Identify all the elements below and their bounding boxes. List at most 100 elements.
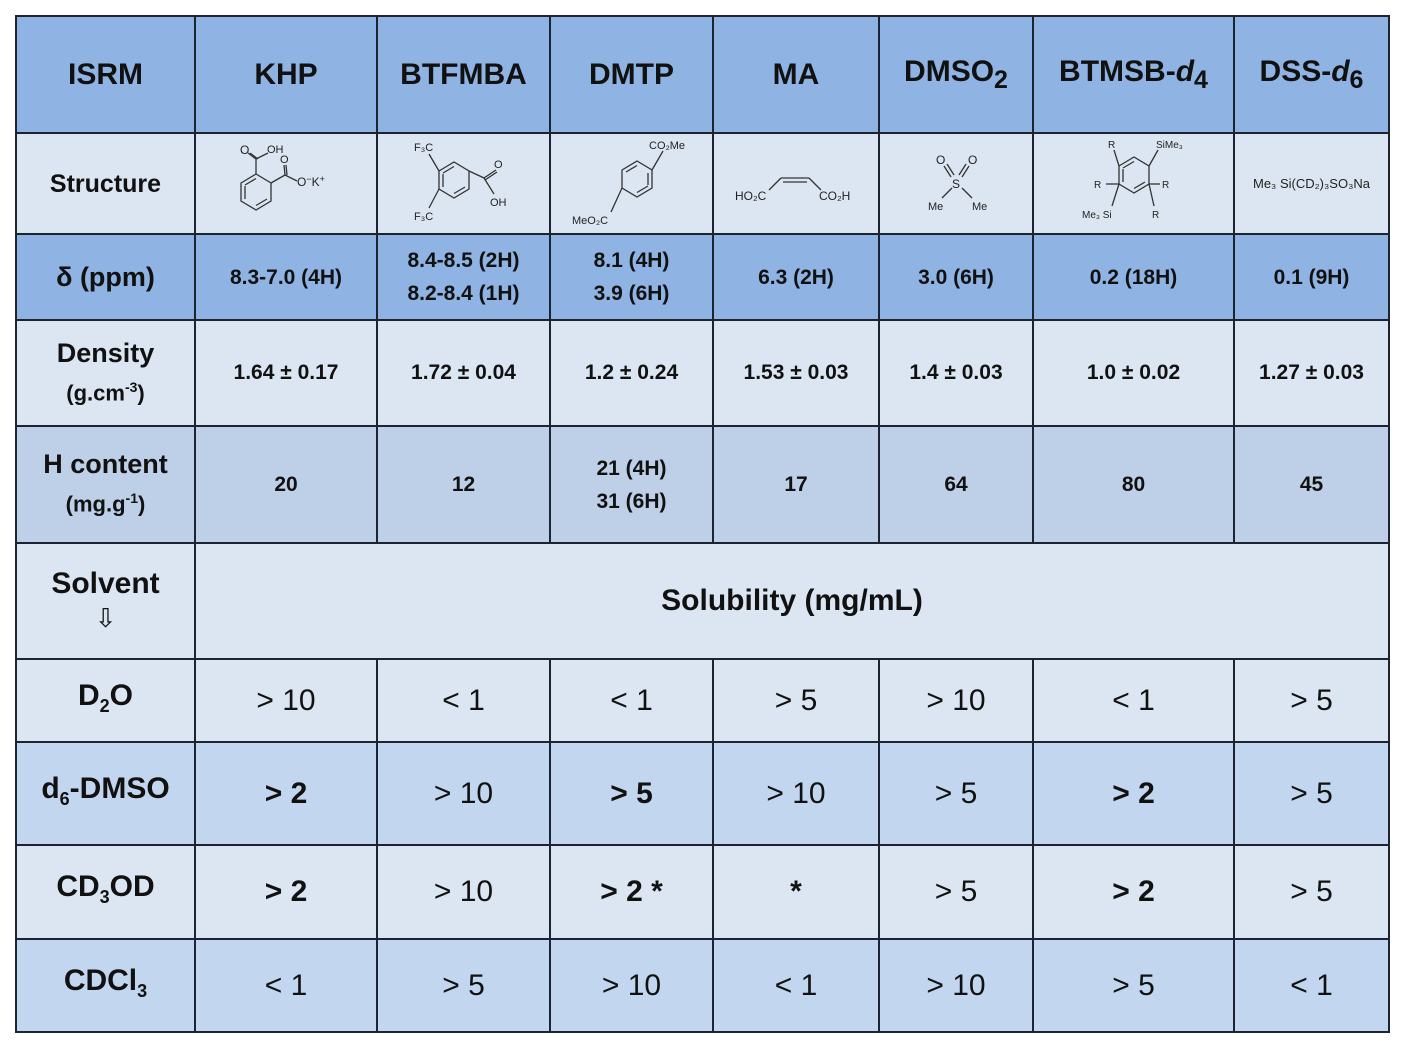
structure-label: Structure	[15, 132, 196, 235]
isrm-table: ISRM KHP BTFMBA DMTP MA DMSO2 BTMSB-d4 D…	[15, 15, 1390, 1033]
dmso2-structure: O O S Me Me	[878, 132, 1034, 235]
delta-dmtp: 8.1 (4H) 3.9 (6H)	[549, 233, 714, 321]
solubility-cell: > 5	[878, 844, 1034, 940]
h-content-btfmba: 12	[376, 425, 551, 544]
btmsb-structure-drawing: R SiMe₃ R R Me₃ Si R	[1082, 140, 1183, 221]
btmsb-sime-bottom: Me₃ Si	[1082, 210, 1112, 221]
solubility-cell: < 1	[376, 658, 551, 743]
solubility-cell: > 2 *	[549, 844, 714, 940]
btfmba-o-label: O	[494, 159, 503, 171]
solubility-row-d2o: D2O > 10 < 1 < 1 > 5 > 10 < 1 > 5	[15, 658, 1390, 743]
dmtp-top-label: CO₂Me	[649, 140, 685, 152]
solubility-cell: < 1	[549, 658, 714, 743]
solubility-cell: > 5	[549, 741, 714, 846]
delta-row: δ (ppm) 8.3-7.0 (4H) 8.4-8.5 (2H) 8.2-8.4…	[15, 233, 1390, 321]
solvent-label: Solvent ⇩	[15, 542, 196, 660]
down-arrow-icon: ⇩	[94, 603, 117, 633]
density-label: Density (g.cm-3)	[15, 319, 196, 427]
khp-o2-label: O	[280, 154, 289, 166]
dmso2-o2: O	[968, 153, 977, 167]
col-header-dmso2: DMSO2	[878, 15, 1034, 134]
density-dss: 1.27 ± 0.03	[1233, 319, 1390, 427]
solubility-cell: > 10	[376, 844, 551, 940]
density-btmsb: 1.0 ± 0.02	[1032, 319, 1235, 427]
delta-btmsb: 0.2 (18H)	[1032, 233, 1235, 321]
density-row: Density (g.cm-3) 1.64 ± 0.17 1.72 ± 0.04…	[15, 319, 1390, 427]
solubility-cell: > 10	[194, 658, 378, 743]
h-content-dss: 45	[1233, 425, 1390, 544]
delta-btfmba: 8.4-8.5 (2H) 8.2-8.4 (1H)	[376, 233, 551, 321]
solubility-cell: < 1	[712, 938, 880, 1033]
solubility-cell: > 2	[1032, 741, 1235, 846]
dmso2-s: S	[952, 177, 960, 191]
solubility-cell: > 5	[1233, 844, 1390, 940]
dmso2-me2: Me	[972, 201, 987, 213]
solubility-cell: > 2	[194, 844, 378, 940]
khp-oh-label: OH	[267, 144, 284, 156]
khp-structure-drawing: O OH O O−K+	[240, 143, 325, 211]
solubility-cell: > 5	[1233, 658, 1390, 743]
density-btfmba: 1.72 ± 0.04	[376, 319, 551, 427]
delta-khp: 8.3-7.0 (4H)	[194, 233, 378, 321]
structure-row: Structure O OH O O−K+	[15, 132, 1390, 235]
dss-formula: Me₃ Si(CD₂)₃SO₃Na	[1253, 175, 1370, 191]
solvent-cdcl3: CDCl3	[15, 938, 196, 1033]
isrm-label: ISRM	[15, 15, 196, 134]
ma-right-label: CO₂H	[819, 189, 850, 203]
solubility-cell: < 1	[194, 938, 378, 1033]
solubility-row-cdcl3: CDCl3 < 1 > 5 > 10 < 1 > 10 > 5 < 1	[15, 938, 1390, 1033]
solubility-cell: > 2	[194, 741, 378, 846]
solubility-cell: *	[712, 844, 880, 940]
ma-structure: HO₂C CO₂H	[712, 132, 880, 235]
density-khp: 1.64 ± 0.17	[194, 319, 378, 427]
solvent-d6-dmso: d6-DMSO	[15, 741, 196, 846]
khp-ok-label: O−K+	[297, 174, 325, 189]
solubility-cell: < 1	[1032, 658, 1235, 743]
solubility-cell: > 10	[549, 938, 714, 1033]
col-header-khp: KHP	[194, 15, 378, 134]
col-header-btfmba: BTFMBA	[376, 15, 551, 134]
h-content-row: H content (mg.g-1) 20 12 21 (4H) 31 (6H) …	[15, 425, 1390, 544]
solubility-cell: > 5	[878, 741, 1034, 846]
dmtp-bottom-label: MeO₂C	[572, 215, 608, 227]
ma-left-label: HO₂C	[735, 189, 767, 203]
delta-label: δ (ppm)	[15, 233, 196, 321]
density-dmso2: 1.4 ± 0.03	[878, 319, 1034, 427]
h-content-label: H content (mg.g-1)	[15, 425, 196, 544]
khp-o-label: O	[240, 143, 249, 157]
density-dmtp: 1.2 ± 0.24	[549, 319, 714, 427]
solubility-cell: > 5	[1233, 741, 1390, 846]
col-header-ma: MA	[712, 15, 880, 134]
btmsb-r1: R	[1108, 140, 1115, 151]
h-content-khp: 20	[194, 425, 378, 544]
col-header-dmtp: DMTP	[549, 15, 714, 134]
h-content-dmso2: 64	[878, 425, 1034, 544]
btfmba-structure: F₃C F₃C O OH	[376, 132, 551, 235]
header-row: ISRM KHP BTFMBA DMTP MA DMSO2 BTMSB-d4 D…	[15, 15, 1390, 134]
btmsb-r2: R	[1094, 180, 1101, 191]
solubility-title: Solubility (mg/mL)	[194, 542, 1390, 660]
solubility-cell: > 5	[1032, 938, 1235, 1033]
dmtp-structure: CO₂Me MeO₂C	[549, 132, 714, 235]
khp-structure: O OH O O−K+	[194, 132, 378, 235]
solubility-cell: > 10	[376, 741, 551, 846]
btfmba-oh-label: OH	[490, 197, 507, 209]
btfmba-structure-drawing: F₃C F₃C O OH	[414, 142, 507, 223]
h-content-btmsb: 80	[1032, 425, 1235, 544]
btmsb-r4: R	[1152, 210, 1159, 221]
solubility-cell: > 10	[878, 658, 1034, 743]
delta-ma: 6.3 (2H)	[712, 233, 880, 321]
solubility-cell: > 2	[1032, 844, 1235, 940]
dss-structure: Me₃ Si(CD₂)₃SO₃Na	[1233, 132, 1390, 235]
solubility-cell: > 10	[712, 741, 880, 846]
solubility-row-d6-dmso: d6-DMSO > 2 > 10 > 5 > 10 > 5 > 2 > 5	[15, 741, 1390, 846]
delta-dss: 0.1 (9H)	[1233, 233, 1390, 321]
btmsb-sime-top: SiMe₃	[1156, 140, 1183, 151]
btfmba-cf3-bottom: F₃C	[414, 211, 433, 223]
h-content-dmtp: 21 (4H) 31 (6H)	[549, 425, 714, 544]
dmtp-structure-drawing: CO₂Me MeO₂C	[572, 140, 685, 227]
solvent-d2o: D2O	[15, 658, 196, 743]
dmso2-o1: O	[936, 153, 945, 167]
col-header-btmsb: BTMSB-d4	[1032, 15, 1235, 134]
btmsb-r3: R	[1162, 180, 1169, 191]
